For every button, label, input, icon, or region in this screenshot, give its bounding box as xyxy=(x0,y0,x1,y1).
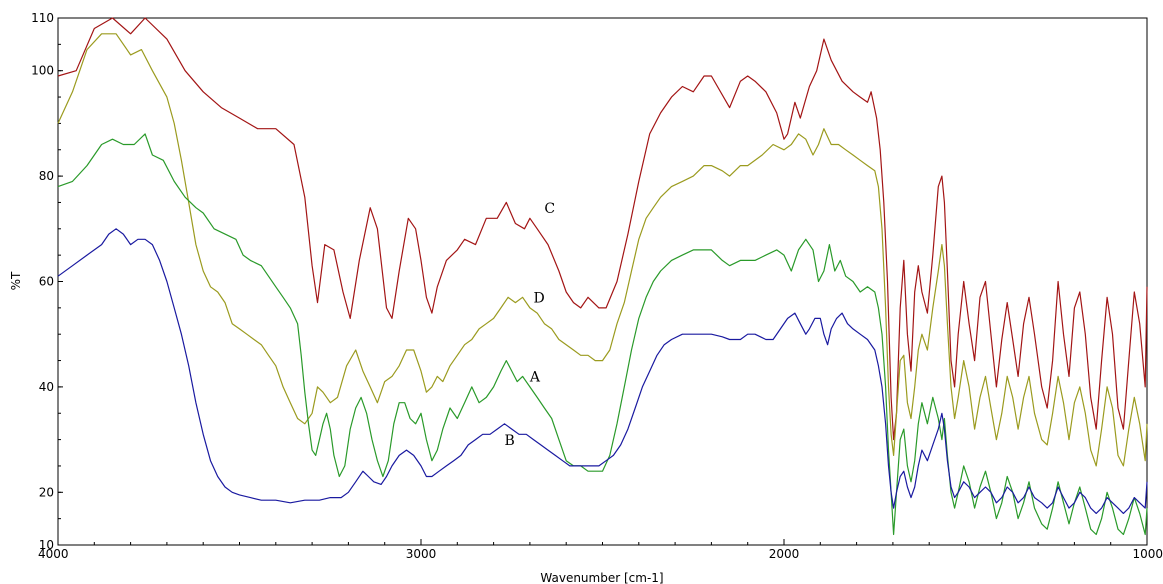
series-line-c xyxy=(57,17,1148,441)
y-axis-title: %T xyxy=(9,271,23,290)
series-group xyxy=(57,17,1148,536)
y-tick-label: 100 xyxy=(31,64,54,78)
series-line-b xyxy=(57,228,1148,514)
y-tick-label: 20 xyxy=(39,485,54,499)
series-label-b: B xyxy=(504,433,514,449)
x-tick-label: 2000 xyxy=(769,547,800,561)
x-tick-label: 4000 xyxy=(38,547,69,561)
x-axis-title: Wavenumber [cm-1] xyxy=(540,571,663,584)
series-labels-group: C D A B xyxy=(504,201,555,449)
y-tick-label: 40 xyxy=(39,380,54,394)
y-tick-label: 10 xyxy=(39,538,54,552)
series-label-d: D xyxy=(534,291,545,307)
y-tick-label: 110 xyxy=(31,11,54,25)
x-axis: 4000 3000 2000 1000 xyxy=(38,539,1163,561)
y-axis: 10 20 40 60 80 100 110 xyxy=(31,11,63,552)
series-line-d xyxy=(57,33,1148,467)
y-tick-label: 80 xyxy=(39,169,54,183)
x-tick-label: 3000 xyxy=(406,547,437,561)
plot-area-frame xyxy=(57,17,1148,546)
x-tick-label: 1000 xyxy=(1132,547,1163,561)
series-label-a: A xyxy=(529,370,541,386)
series-line-a xyxy=(57,133,1148,536)
series-label-c: C xyxy=(544,201,555,217)
y-tick-label: 60 xyxy=(39,275,54,289)
